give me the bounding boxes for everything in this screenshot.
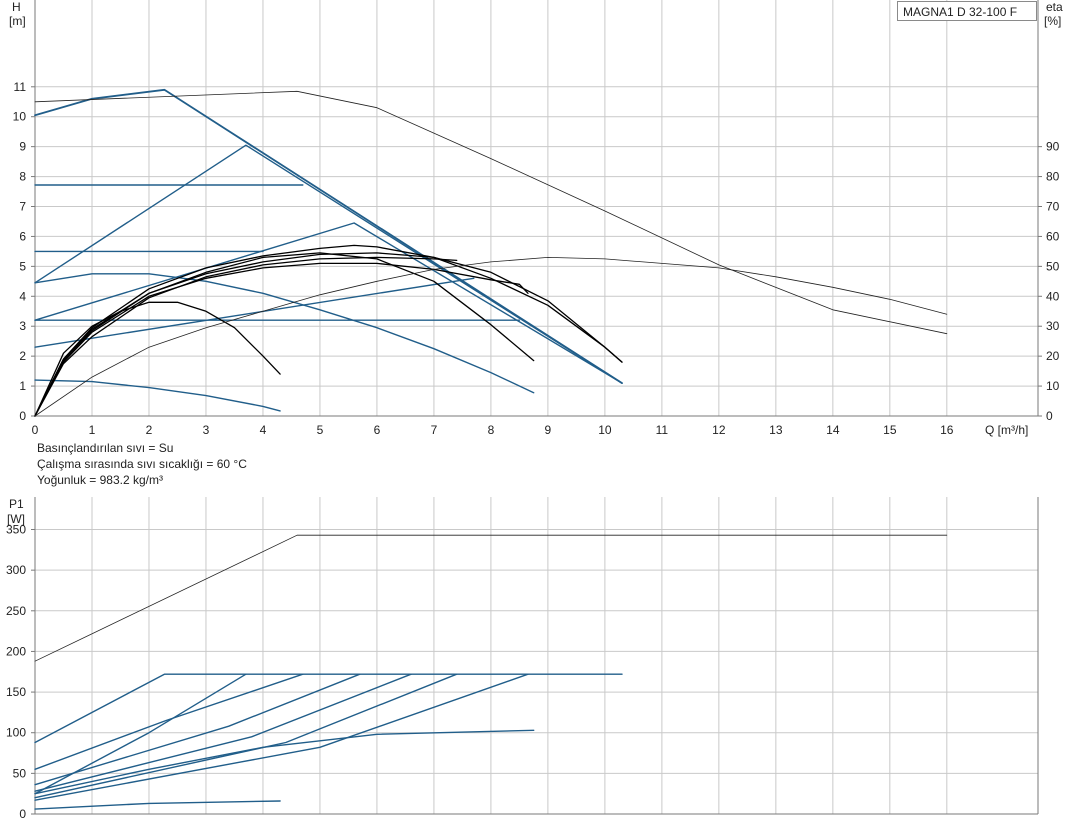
head-y2-tick-label: 70: [1046, 200, 1060, 214]
power-y-tick-label: 200: [6, 644, 26, 658]
head-y2-tick-label: 80: [1046, 170, 1060, 184]
head-y-tick-label: 8: [19, 170, 26, 184]
head-y-tick-label: 5: [19, 259, 26, 273]
head-system-curve: [34, 256, 458, 417]
power-pump-curve: [34, 673, 412, 792]
head-axis-label-line2: [m]: [9, 14, 26, 28]
head-x-tick-label: 10: [598, 423, 612, 437]
head-x-tick-label: 4: [260, 423, 267, 437]
head-x-tick-label: 8: [488, 423, 495, 437]
head-y-tick-label: 1: [19, 379, 26, 393]
head-x-tick-label: 14: [826, 423, 840, 437]
head-pump-curve: [34, 144, 623, 384]
head-y2-tick-label: 0: [1046, 409, 1053, 423]
head-x-tick-label: 1: [89, 423, 96, 437]
head-axis-label-line1: H: [12, 0, 21, 14]
head-y-tick-label: 9: [19, 140, 26, 154]
head-system-curve: [34, 252, 535, 417]
power-y-tick-label: 350: [6, 523, 26, 537]
power-axis-label-line1: P1: [9, 497, 24, 511]
head-y2-tick-label: 60: [1046, 229, 1060, 243]
head-y-tick-label: 0: [19, 409, 26, 423]
eta-axis-label-line1: eta: [1046, 0, 1063, 14]
eta-axis-label-line2: [%]: [1044, 14, 1061, 28]
power-y-tick-label: 150: [6, 685, 26, 699]
head-y2-tick-label: 40: [1046, 289, 1060, 303]
head-x-tick-label: 2: [146, 423, 153, 437]
head-x-tick-label: 11: [656, 423, 669, 437]
head-x-tick-label: 12: [712, 423, 726, 437]
head-y-tick-label: 11: [14, 80, 27, 94]
head-system-curve: [34, 262, 529, 417]
head-y-tick-label: 7: [19, 200, 26, 214]
flow-axis-label: Q [m³/h]: [985, 423, 1028, 437]
head-y2-tick-label: 90: [1046, 140, 1060, 154]
head-x-tick-label: 7: [431, 423, 438, 437]
head-x-tick-label: 13: [769, 423, 783, 437]
head-y-tick-label: 4: [19, 289, 26, 303]
head-y2-tick-label: 30: [1046, 319, 1060, 333]
head-x-tick-label: 6: [374, 423, 381, 437]
power-pump-curve: [34, 673, 529, 801]
fluid-note: Basınçlandırılan sıvı = Su: [37, 441, 174, 455]
head-pump-curve: [34, 222, 623, 384]
temperature-note: Çalışma sırasında sıvı sıcaklığı = 60 °C: [37, 457, 247, 471]
head-x-tick-label: 9: [545, 423, 552, 437]
head-pump-curve: [34, 379, 281, 412]
head-y2-tick-label: 20: [1046, 349, 1060, 363]
head-system-curve: [34, 252, 623, 417]
density-note: Yoğunluk = 983.2 kg/m³: [37, 473, 163, 487]
power-y-tick-label: 300: [6, 563, 26, 577]
power-axis-label-line2: [W]: [7, 512, 25, 526]
power-y-tick-label: 50: [13, 766, 27, 780]
power-pump-curve: [34, 673, 623, 744]
head-system-curve: [34, 244, 623, 417]
pump-model-label: MAGNA1 D 32-100 F: [897, 1, 1037, 21]
head-y-tick-label: 2: [19, 349, 26, 363]
head-system-curve: [34, 301, 281, 417]
power-pump-curve: [34, 673, 361, 786]
head-x-tick-label: 3: [203, 423, 210, 437]
head-x-tick-label: 15: [883, 423, 897, 437]
head-eta-curve: [34, 90, 948, 335]
power-pump-curve: [34, 673, 304, 770]
power-eta-curve: [34, 534, 948, 662]
head-y-tick-label: 3: [19, 319, 26, 333]
head-pump-curve: [34, 277, 475, 348]
head-y-tick-label: 10: [13, 110, 27, 124]
head-y2-tick-label: 50: [1046, 259, 1060, 273]
head-eta-curve: [34, 256, 948, 417]
head-x-tick-label: 0: [32, 423, 39, 437]
power-y-tick-label: 100: [6, 726, 26, 740]
power-pump-curve: [34, 800, 281, 810]
power-y-tick-label: 250: [6, 604, 26, 618]
power-pump-curve: [34, 673, 458, 799]
power-y-tick-label: 0: [19, 807, 26, 821]
head-y2-tick-label: 10: [1046, 379, 1060, 393]
power-pump-curve: [34, 729, 535, 795]
head-pump-curve: [34, 273, 535, 394]
head-x-tick-label: 5: [317, 423, 324, 437]
head-pump-curve: [34, 88, 623, 385]
head-x-tick-label: 16: [940, 423, 954, 437]
head-y-tick-label: 6: [19, 229, 26, 243]
